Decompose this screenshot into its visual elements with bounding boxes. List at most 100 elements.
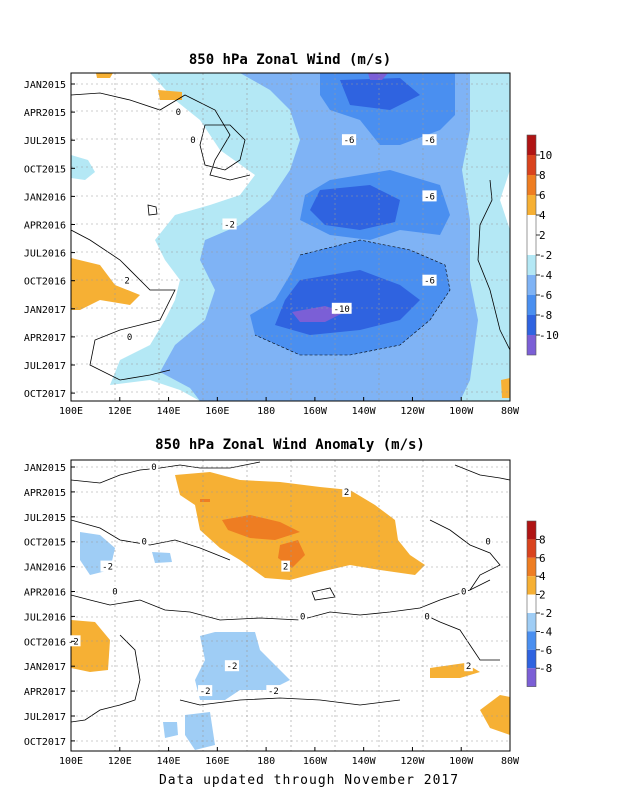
y-tick-label: APR2016 [24, 588, 66, 599]
x-tick-label: 100E [59, 406, 83, 417]
x-tick-label: 160E [205, 406, 229, 417]
colorbar-swatch [527, 155, 536, 175]
colorbar-frame [526, 520, 537, 687]
contour-label-bg [422, 610, 432, 622]
panel2-band-plus2-main [175, 472, 425, 580]
contour-label-bg [149, 461, 159, 472]
contour-label-bg [122, 274, 132, 286]
colorbar-swatch [527, 275, 536, 295]
panel2-band-minus2-d [185, 712, 215, 750]
x-tick-label: 100E [59, 756, 83, 767]
y-tick-label: APR2015 [24, 488, 66, 499]
contour-label: 0 [151, 463, 156, 473]
y-tick-label: JUL2015 [24, 136, 66, 147]
contour-label: -2 [200, 687, 211, 697]
panel2-title: 850 hPa Zonal Wind Anomaly (m/s) [155, 437, 425, 453]
y-tick-label: JAN2015 [24, 80, 66, 91]
colorbar-tick-label: 6 [539, 552, 546, 565]
colorbar-swatch [527, 255, 536, 275]
contour-label: 0 [461, 588, 466, 598]
x-tick-label: 100W [449, 406, 474, 417]
x-tick-label: 100W [449, 756, 474, 767]
contour-label: -2 [102, 563, 113, 573]
contour-label-bg [459, 585, 468, 597]
y-tick-label: JAN2015 [24, 463, 66, 474]
panel1-grid [71, 73, 510, 401]
colorbar-tick-label: -8 [539, 309, 552, 322]
colorbar-tick-label: 2 [539, 229, 546, 242]
panel2-grid [71, 460, 510, 751]
panel1-colorbar: 10 8 6 4 2 -2 -4 -6 -8 -10 [526, 134, 559, 356]
contour-label-bg [188, 134, 198, 146]
colorbar-swatch [527, 649, 536, 669]
panel1-contour-zero-d [477, 179, 510, 351]
y-tick-label: OCT2015 [24, 538, 66, 549]
contour-label-bg [422, 190, 437, 202]
colorbar-tick-label: -4 [539, 269, 553, 282]
colorbar-swatch [527, 315, 536, 335]
contour-label-bg [139, 535, 149, 547]
colorbar-swatch [527, 295, 536, 315]
x-tick-label: 120E [108, 406, 132, 417]
contour-label-bg [331, 302, 352, 314]
contour-label: -6 [424, 136, 435, 146]
x-tick-label: 120W [400, 756, 425, 767]
panel1-x-ticks: 100E 120E 140E 160E 180 160W 140W 120W 100W 80W [59, 397, 520, 417]
colorbar-tick-label: 4 [539, 209, 546, 222]
colorbar-tick-label: -6 [539, 289, 552, 302]
contour-label: 2 [466, 662, 471, 672]
y-tick-label: OCT2015 [24, 164, 66, 175]
contour-label-bg [198, 685, 213, 697]
footer-note: Data updated through November 2017 [158, 773, 460, 788]
panel1-field [71, 73, 510, 401]
contour-label-bg [110, 585, 120, 597]
contour-label-bg [341, 134, 357, 146]
y-tick-label: OCT2017 [24, 737, 66, 748]
contour-label-bg [100, 560, 115, 572]
contour-label: 2 [283, 563, 288, 573]
contour-label: -2 [68, 637, 79, 647]
x-tick-label: 140W [352, 406, 377, 417]
colorbar-tick-label: 4 [539, 570, 546, 583]
panel1-contour-zero-c [71, 229, 176, 381]
panel2-frame [70, 459, 511, 752]
contour-label-bg [174, 106, 183, 118]
contour-label: 0 [424, 612, 429, 622]
panel1-contour-minus6 [254, 239, 451, 356]
panel1-frame [70, 72, 511, 402]
contour-label-bg [266, 685, 281, 697]
contour-label: 0 [141, 538, 146, 548]
colorbar-swatch [527, 335, 536, 355]
y-tick-label: JUL2016 [24, 612, 66, 623]
contour-label: -2 [224, 221, 235, 231]
panel1-band-minus8c [340, 78, 420, 110]
contour-label-bg [422, 134, 437, 146]
panel2-contour-zero-e [424, 614, 500, 661]
colorbar-swatch [527, 235, 536, 255]
contour-label-bg [422, 274, 437, 286]
contour-label: -2 [227, 662, 238, 672]
colorbar-tick-label: -2 [539, 249, 552, 262]
colorbar-swatch [527, 135, 536, 155]
y-tick-label: JAN2017 [24, 305, 66, 316]
colorbar-swatch [527, 195, 536, 215]
panel2-band-minus2-e [163, 722, 178, 738]
x-tick-label: 180 [257, 756, 275, 767]
colorbar-swatch [527, 576, 536, 595]
contour-label: 0 [176, 108, 181, 118]
contour-label: -10 [334, 305, 350, 315]
x-tick-label: 140W [352, 756, 377, 767]
panel1-contour-labels: -6 -6 -6 -6 -10 -2 0 0 2 0 [122, 106, 437, 343]
colorbar-tick-label: 10 [539, 149, 552, 162]
colorbar-tick-label: -10 [539, 329, 559, 342]
colorbar-tick-label: -8 [539, 662, 552, 675]
colorbar-tick-label: 6 [539, 189, 546, 202]
colorbar-tick-label: -2 [539, 607, 552, 620]
panel2-band-plus4-a [222, 515, 300, 540]
panel2-contour-zero-i [454, 464, 510, 481]
colorbar-swatch [527, 539, 536, 558]
panel1-band-plus4-a [71, 258, 140, 310]
contour-label-bg [464, 660, 473, 672]
panel2-field [71, 460, 510, 751]
x-tick-label: 120E [108, 756, 132, 767]
